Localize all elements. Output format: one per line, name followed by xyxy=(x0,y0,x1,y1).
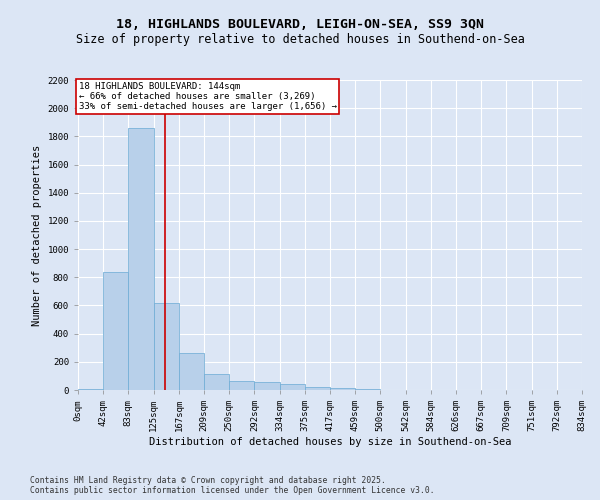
Text: Contains HM Land Registry data © Crown copyright and database right 2025.
Contai: Contains HM Land Registry data © Crown c… xyxy=(30,476,434,495)
Bar xyxy=(305,387,330,390)
X-axis label: Distribution of detached houses by size in Southend-on-Sea: Distribution of detached houses by size … xyxy=(149,437,511,447)
Bar xyxy=(205,374,229,390)
Bar xyxy=(128,128,154,390)
Bar xyxy=(330,388,355,390)
Bar xyxy=(229,381,254,390)
Bar xyxy=(254,382,280,390)
Text: 18 HIGHLANDS BOULEVARD: 144sqm
← 66% of detached houses are smaller (3,269)
33% : 18 HIGHLANDS BOULEVARD: 144sqm ← 66% of … xyxy=(79,82,337,112)
Bar xyxy=(179,354,205,390)
Bar xyxy=(103,272,128,390)
Bar xyxy=(78,388,103,390)
Text: Size of property relative to detached houses in Southend-on-Sea: Size of property relative to detached ho… xyxy=(76,32,524,46)
Text: 18, HIGHLANDS BOULEVARD, LEIGH-ON-SEA, SS9 3QN: 18, HIGHLANDS BOULEVARD, LEIGH-ON-SEA, S… xyxy=(116,18,484,30)
Bar xyxy=(280,384,305,390)
Bar xyxy=(154,302,179,390)
Y-axis label: Number of detached properties: Number of detached properties xyxy=(32,144,42,326)
